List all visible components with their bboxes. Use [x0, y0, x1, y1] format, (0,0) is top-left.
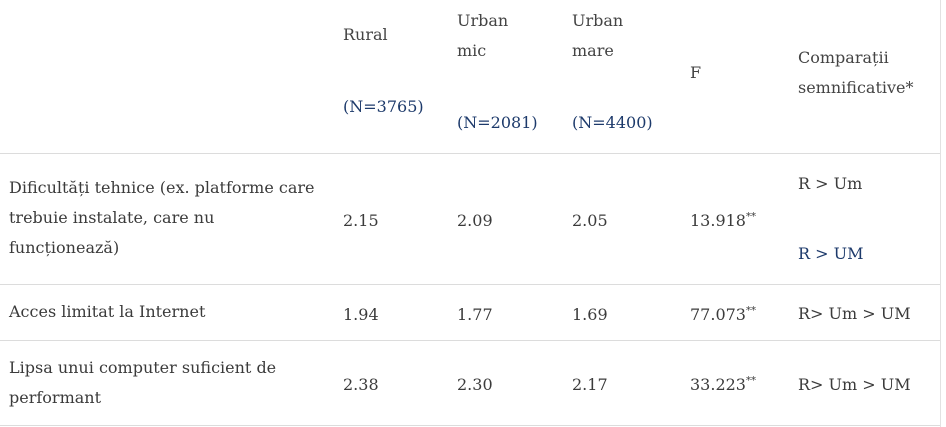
cell-urban-mic: 2.09 — [457, 211, 493, 230]
row-divider — [0, 284, 940, 285]
significance-marker: ** — [745, 305, 756, 317]
col-urban-mic-n: (N=2081) — [457, 113, 538, 132]
cell-comparison: R> Um > UM — [798, 375, 911, 394]
cell-comparison: R> Um > UM — [798, 304, 911, 323]
row-label-line: performant — [9, 388, 102, 407]
row-label-line: trebuie instalate, care nu — [9, 208, 215, 227]
cell-f: 33.223** — [690, 375, 756, 394]
row-label-line: Lipsa unui computer suficient de — [9, 358, 277, 377]
significance-marker: ** — [745, 211, 756, 223]
cell-comparison: R > UM — [798, 244, 864, 263]
significance-marker: ** — [745, 375, 756, 387]
col-urban-mare-header-2: mare — [572, 41, 614, 60]
cell-rural: 2.15 — [343, 211, 379, 230]
row-label-line: Acces limitat la Internet — [9, 302, 206, 321]
table-bottom-border — [0, 425, 940, 426]
cell-f: 77.073** — [690, 305, 756, 324]
row-label-line: funcționează) — [9, 238, 120, 257]
col-rural-n: (N=3765) — [343, 97, 424, 116]
col-urban-mic-header-2: mic — [457, 41, 487, 60]
col-comp-header-2: semnificative* — [798, 78, 914, 97]
header-divider — [0, 153, 940, 154]
cell-rural: 2.38 — [343, 375, 379, 394]
cell-comparison: R > Um — [798, 174, 863, 193]
row-divider — [0, 340, 940, 341]
row-label-line: Dificultăți tehnice (ex. platforme care — [9, 178, 315, 197]
cell-urban-mare: 1.69 — [572, 305, 608, 324]
col-comp-header-1: Comparații — [798, 48, 889, 67]
cell-urban-mic: 2.30 — [457, 375, 493, 394]
col-rural-header: Rural — [343, 25, 388, 44]
cell-urban-mare: 2.17 — [572, 375, 608, 394]
cell-rural: 1.94 — [343, 305, 379, 324]
cell-urban-mic: 1.77 — [457, 305, 493, 324]
col-urban-mare-header-1: Urban — [572, 11, 624, 30]
table-right-border — [940, 0, 941, 427]
cell-urban-mare: 2.05 — [572, 211, 608, 230]
cell-f: 13.918** — [690, 211, 756, 230]
col-urban-mare-n: (N=4400) — [572, 113, 653, 132]
col-f-header: F — [690, 63, 702, 82]
col-urban-mic-header-1: Urban — [457, 11, 509, 30]
